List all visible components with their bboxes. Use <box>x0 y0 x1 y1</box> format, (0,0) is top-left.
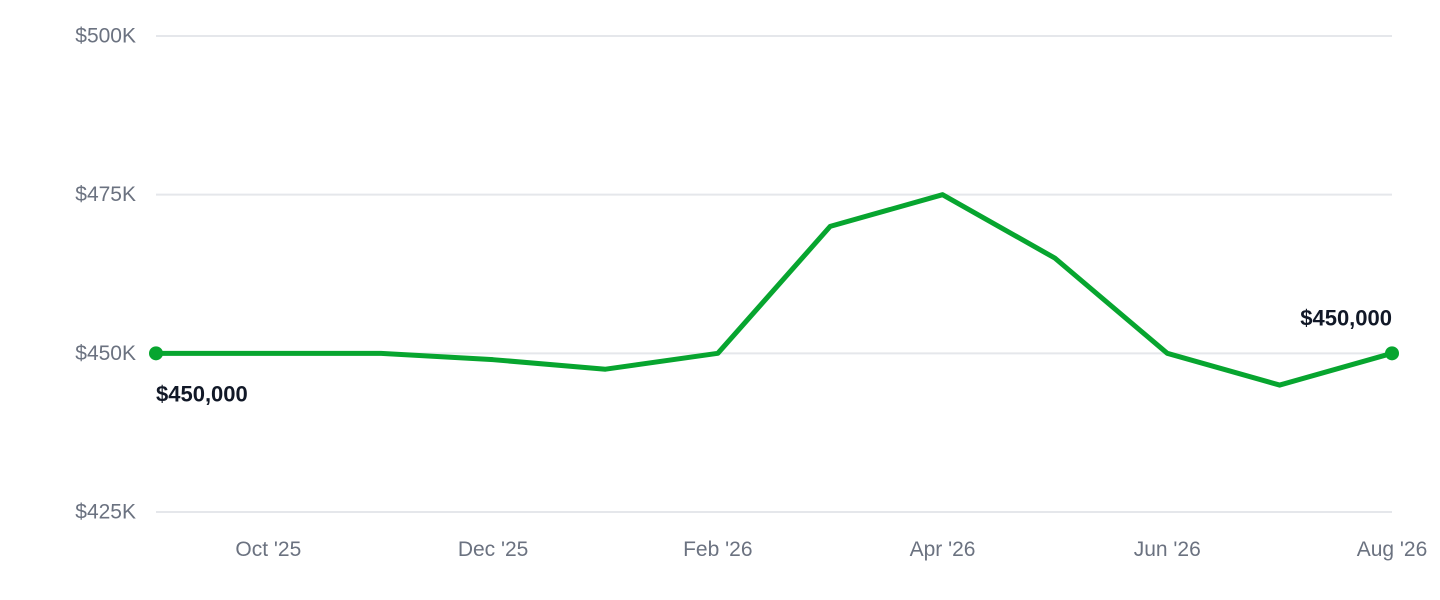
x-tick-label: Dec '25 <box>458 538 529 561</box>
y-tick-label: $500K <box>75 25 136 48</box>
data-label-1: $450,000 <box>1300 305 1392 330</box>
x-axis: Oct '25 Dec '25 Feb '26 Apr '26 Jun '26 Aug '… <box>235 538 1427 561</box>
y-tick-label: $450K <box>75 342 136 365</box>
data-label-0: $450,000 <box>156 381 248 406</box>
x-tick-label: Apr '26 <box>910 538 976 561</box>
grid-layer <box>156 35 1392 513</box>
endpoint-marker-0 <box>149 346 163 361</box>
x-tick-label: Jun '26 <box>1134 538 1201 561</box>
annotation-layer: $450,000 $450,000 <box>149 305 1399 406</box>
y-axis: $425K $450K $475K $500K <box>75 25 136 524</box>
x-tick-label: Oct '25 <box>235 538 301 561</box>
series-line-0 <box>153 192 1395 388</box>
endpoint-marker-1 <box>1385 346 1399 361</box>
x-tick-label: Feb '26 <box>683 538 752 561</box>
y-tick-label: $425K <box>75 501 136 524</box>
series-layer <box>153 192 1395 388</box>
x-tick-label: Aug '26 <box>1357 538 1428 561</box>
y-tick-label: $475K <box>75 183 136 206</box>
